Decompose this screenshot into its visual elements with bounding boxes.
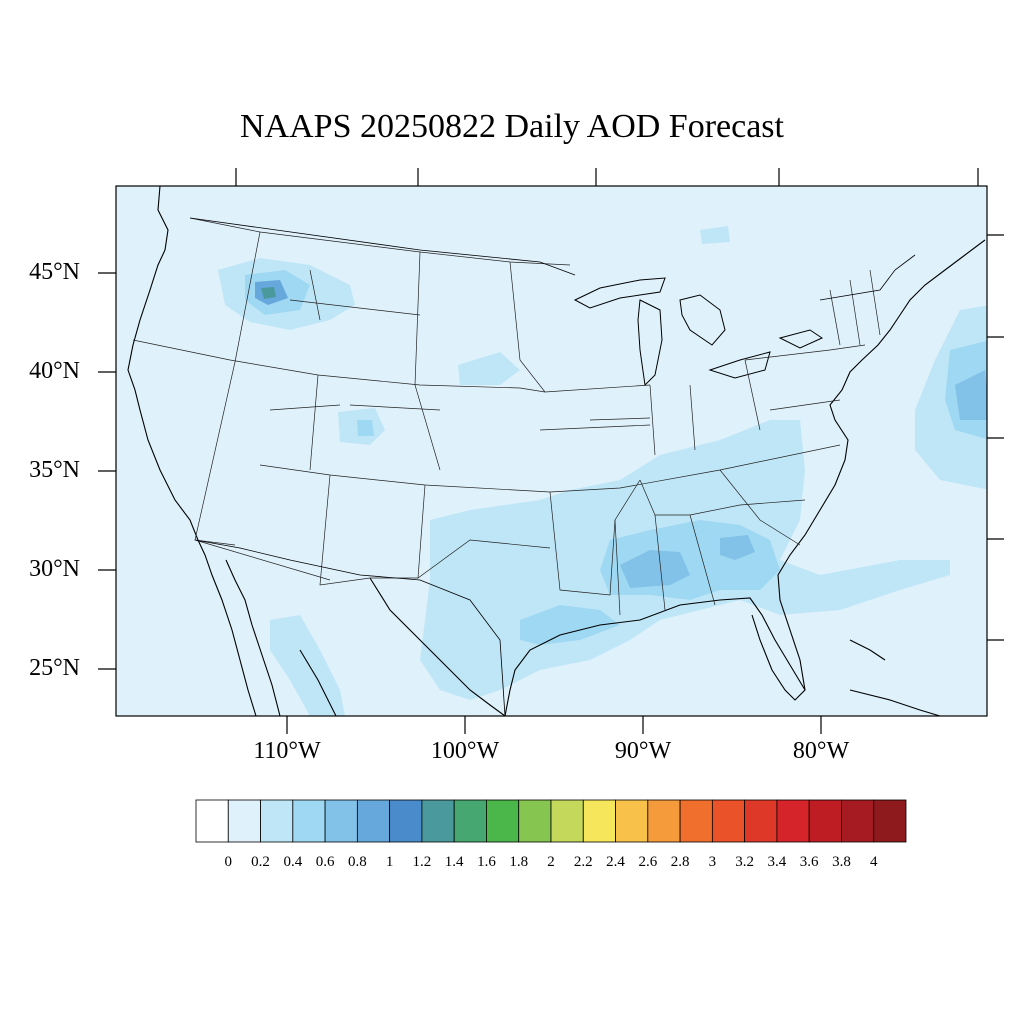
colorbar-label: 1.4 [444, 854, 464, 870]
colorbar-box-8 [453, 799, 487, 843]
colorbar-label: 3.2 [735, 854, 754, 870]
colorbar-label: 2.8 [670, 854, 690, 870]
lat-label-40: 40°N [29, 358, 80, 384]
lon-label-90w: 90°W [614, 738, 672, 764]
colorbar-label: 3.4 [767, 854, 787, 870]
colorbar-label: 1.8 [509, 854, 529, 870]
colorbar-box-9 [486, 799, 520, 843]
colorbar-label: 1 [385, 854, 394, 870]
colorbar-box-18 [776, 799, 810, 843]
colorbar-box-4 [324, 799, 358, 843]
aod-northwest-peak [261, 287, 276, 299]
lon-label-100w: 100°W [430, 738, 500, 764]
colorbar-box-20 [841, 799, 875, 843]
colorbar-label: 1.6 [477, 854, 496, 870]
colorbar-label: 0.4 [283, 854, 303, 870]
lon-label-80w: 80°W [792, 738, 850, 764]
aod-atlantic-max [955, 370, 987, 420]
aod-mexico-patch [270, 615, 345, 716]
colorbar-box-11 [550, 799, 584, 843]
colorbar-box-0 [195, 799, 229, 843]
colorbar-box-5 [356, 799, 391, 843]
colorbar-label: 1.2 [412, 854, 432, 870]
colorbar-label: 0.6 [315, 854, 335, 870]
lat-label-25: 25°N [29, 655, 80, 681]
aod-max-alabama [620, 550, 690, 588]
aod-ontario-patch [700, 226, 730, 244]
colorbar-box-15 [679, 799, 713, 843]
colorbar-box-16 [711, 799, 746, 843]
colorbar-label: 0.8 [347, 854, 367, 870]
map-ticks [98, 168, 1004, 734]
lat-label-35: 35°N [29, 457, 80, 483]
lat-label-30: 30°N [29, 556, 80, 582]
colorbar-box-13 [615, 799, 649, 843]
colorbar-label: 2.6 [638, 854, 658, 870]
colorbar-label: 0 [224, 854, 233, 870]
colorbar-box-1 [227, 799, 261, 843]
colorbar-box-10 [518, 799, 552, 843]
colorbar-box-7 [421, 799, 455, 843]
aod-max-georgia [720, 535, 755, 560]
colorbar-box-6 [389, 799, 423, 843]
state-borders [132, 217, 881, 616]
colorbar-box-14 [647, 799, 681, 843]
aod-colorado-core [357, 420, 374, 436]
colorbar-label: 0.2 [251, 854, 270, 870]
colorbar [195, 799, 907, 843]
colorbar-label: 3.8 [832, 854, 851, 870]
lat-label-45: 45°N [29, 259, 80, 285]
colorbar-label: 2.2 [573, 854, 593, 870]
figure-title: NAAPS 20250822 Daily AOD Forecast [240, 108, 784, 145]
colorbar-label: 4 [869, 854, 878, 870]
lon-label-110w: 110°W [253, 738, 321, 764]
colorbar-box-12 [582, 799, 616, 843]
coastlines [127, 186, 986, 716]
colorbar-box-3 [292, 799, 326, 843]
colorbar-box-2 [260, 799, 294, 843]
colorbar-label: 2 [547, 854, 555, 870]
great-lakes [573, 277, 824, 387]
aod-texas-coast [520, 605, 620, 645]
colorbar-label: 3.6 [799, 854, 819, 870]
aod-field [127, 186, 987, 716]
map-frame [115, 185, 988, 717]
aod-plains-patch [458, 352, 520, 385]
colorbar-label: 2.4 [606, 854, 625, 870]
country-borders [189, 217, 916, 716]
colorbar-box-21 [873, 799, 907, 843]
colorbar-box-19 [808, 799, 842, 843]
colorbar-box-17 [744, 799, 778, 843]
colorbar-label: 3 [708, 854, 717, 870]
